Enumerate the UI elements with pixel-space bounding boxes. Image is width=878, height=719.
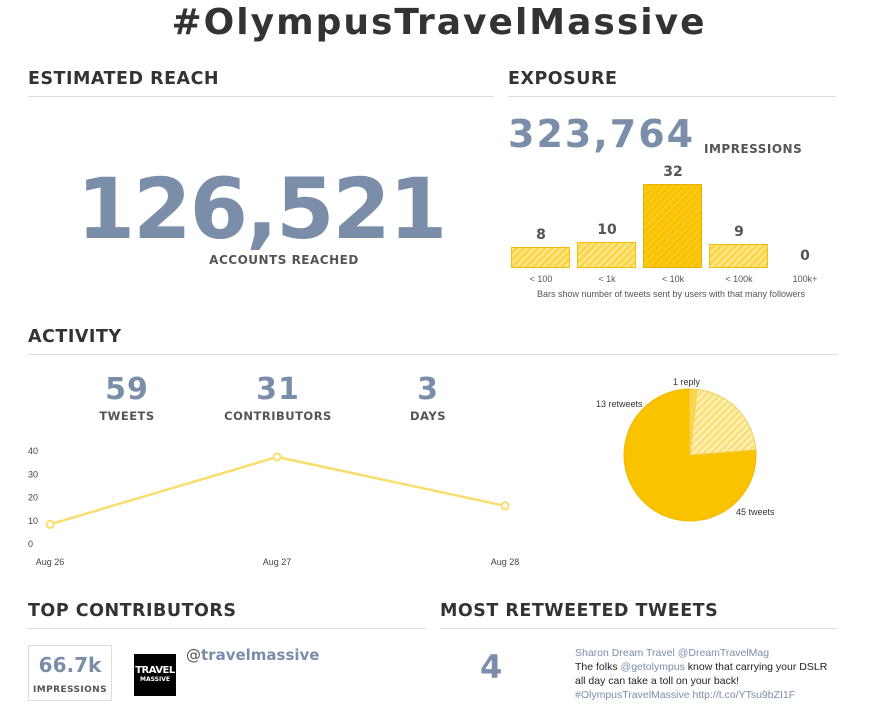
- most-retweeted-heading: MOST RETWEETED TWEETS: [440, 601, 836, 629]
- y-tick-label: 20: [28, 493, 38, 503]
- x-tick-label: Aug 27: [263, 557, 292, 567]
- contributor-impressions-value: 66.7k: [38, 653, 102, 677]
- reach-label: ACCOUNTS REACHED: [209, 253, 359, 267]
- logo-line-2: MASSIVE: [140, 676, 170, 683]
- tweet-text-part1: The folks: [575, 661, 621, 673]
- pie-label: 13 retweets: [596, 399, 643, 409]
- contributors-count: 31: [256, 372, 300, 407]
- activity-line-chart: 0 10 20 30 40 Aug 26 Aug 27 Aug 28: [28, 446, 520, 567]
- travel-massive-logo[interactable]: TRAVEL MASSIVE: [134, 654, 176, 696]
- bar: [577, 242, 636, 268]
- bar-category-label: < 100k: [725, 274, 753, 284]
- data-point: [45, 519, 55, 529]
- retweet-count: 4: [480, 648, 503, 686]
- series-line: [49, 455, 506, 526]
- tweet-text-part2: know that carrying your DSLR all day can…: [575, 661, 828, 687]
- tweets-count: 59: [105, 372, 149, 407]
- x-tick-label: Aug 28: [491, 557, 520, 567]
- contributors-label: CONTRIBUTORS: [224, 409, 332, 423]
- pie-slice: [689, 388, 757, 456]
- y-tick-label: 0: [28, 539, 33, 549]
- bar-category-label: < 10k: [661, 274, 685, 284]
- bar: [709, 244, 768, 268]
- bar: [643, 184, 702, 268]
- top-contributors-heading: TOP CONTRIBUTORS: [28, 601, 426, 629]
- bar-chart-note: Bars show number of tweets sent by users…: [536, 289, 806, 299]
- tweet-mention[interactable]: @getolympus: [620, 661, 685, 673]
- data-point: [500, 501, 510, 511]
- days-label: DAYS: [410, 409, 446, 423]
- bar-category-label: < 1k: [598, 274, 616, 284]
- contributor-handle[interactable]: @travelmassive: [186, 646, 319, 664]
- bar-value-label: 9: [734, 224, 744, 240]
- tweet-author[interactable]: Sharon Dream Travel @DreamTravelMag: [575, 647, 770, 659]
- data-point: [272, 452, 282, 462]
- retweeted-tweet: Sharon Dream Travel @DreamTravelMag The …: [575, 646, 835, 702]
- y-tick-label: 40: [28, 446, 38, 456]
- bar-value-label: 10: [597, 222, 617, 238]
- logo-line-1: TRAVEL: [135, 665, 175, 676]
- impressions-label: IMPRESSIONS: [704, 142, 803, 156]
- bar-category-label: 100k+: [792, 274, 818, 284]
- contributor-handle-name[interactable]: travelmassive: [201, 646, 320, 664]
- exposure-heading: EXPOSURE: [508, 69, 836, 97]
- contributor-impressions-box: 66.7k IMPRESSIONS: [28, 645, 112, 701]
- bar-value-label: 8: [536, 227, 546, 243]
- pie-slice: [689, 388, 698, 456]
- pie-label: 1 reply: [673, 377, 701, 387]
- pie-label: 45 tweets: [736, 507, 775, 517]
- y-tick-label: 30: [28, 469, 38, 479]
- impressions-value: 323,764: [508, 112, 696, 156]
- pie-slice: [623, 388, 757, 522]
- contributor-impressions-label: IMPRESSIONS: [33, 685, 107, 695]
- tweet-text: The folks @getolympus know that carrying…: [575, 660, 835, 688]
- tweet-hashtag-link[interactable]: #OlympusTravelMassive http://t.co/YTsu9b…: [575, 689, 796, 701]
- at-sign: @: [186, 646, 201, 664]
- bar: [511, 247, 570, 268]
- reach-value: 126,521: [76, 160, 448, 258]
- estimated-reach-heading: ESTIMATED REACH: [28, 69, 494, 97]
- days-count: 3: [417, 372, 439, 407]
- bar-value-label: 32: [663, 164, 683, 180]
- tweets-label: TWEETS: [99, 409, 155, 423]
- page-title: #OlympusTravelMassive: [171, 2, 707, 43]
- x-tick-label: Aug 26: [36, 557, 65, 567]
- bar-value-label: 0: [800, 248, 810, 264]
- bar-category-label: < 100: [529, 274, 553, 284]
- y-tick-label: 10: [28, 516, 38, 526]
- tweet-type-pie-chart: 45 tweets 13 retweets 1 reply: [596, 377, 775, 522]
- activity-heading: ACTIVITY: [28, 327, 838, 355]
